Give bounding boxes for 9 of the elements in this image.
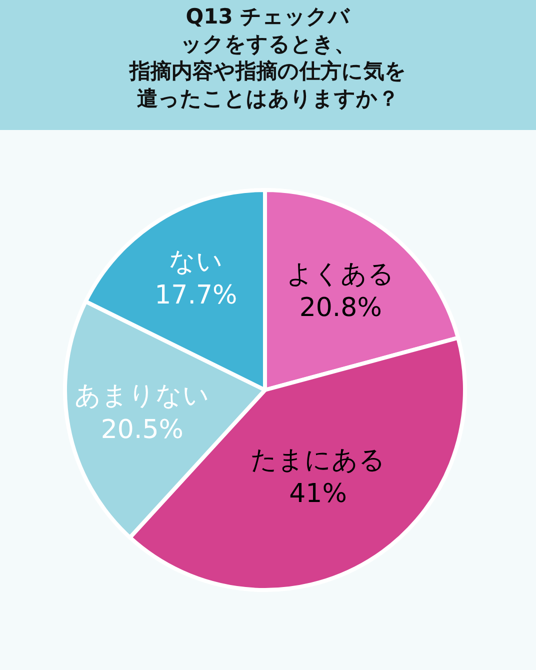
slice-label: ない: [168, 246, 223, 277]
data-label: 20.5%: [100, 414, 184, 445]
slice-label: たまにある: [250, 445, 386, 476]
chart-title: Q13 チェックバックをするとき、指摘内容や指摘の仕方に気を遣ったことはありますか？: [128, 4, 406, 110]
data-label: 17.7%: [154, 280, 238, 311]
slice-label: あまりない: [74, 381, 210, 412]
data-label: 20.8%: [299, 293, 382, 324]
slice-label: よくある: [286, 259, 395, 290]
data-label: 41%: [289, 479, 347, 510]
